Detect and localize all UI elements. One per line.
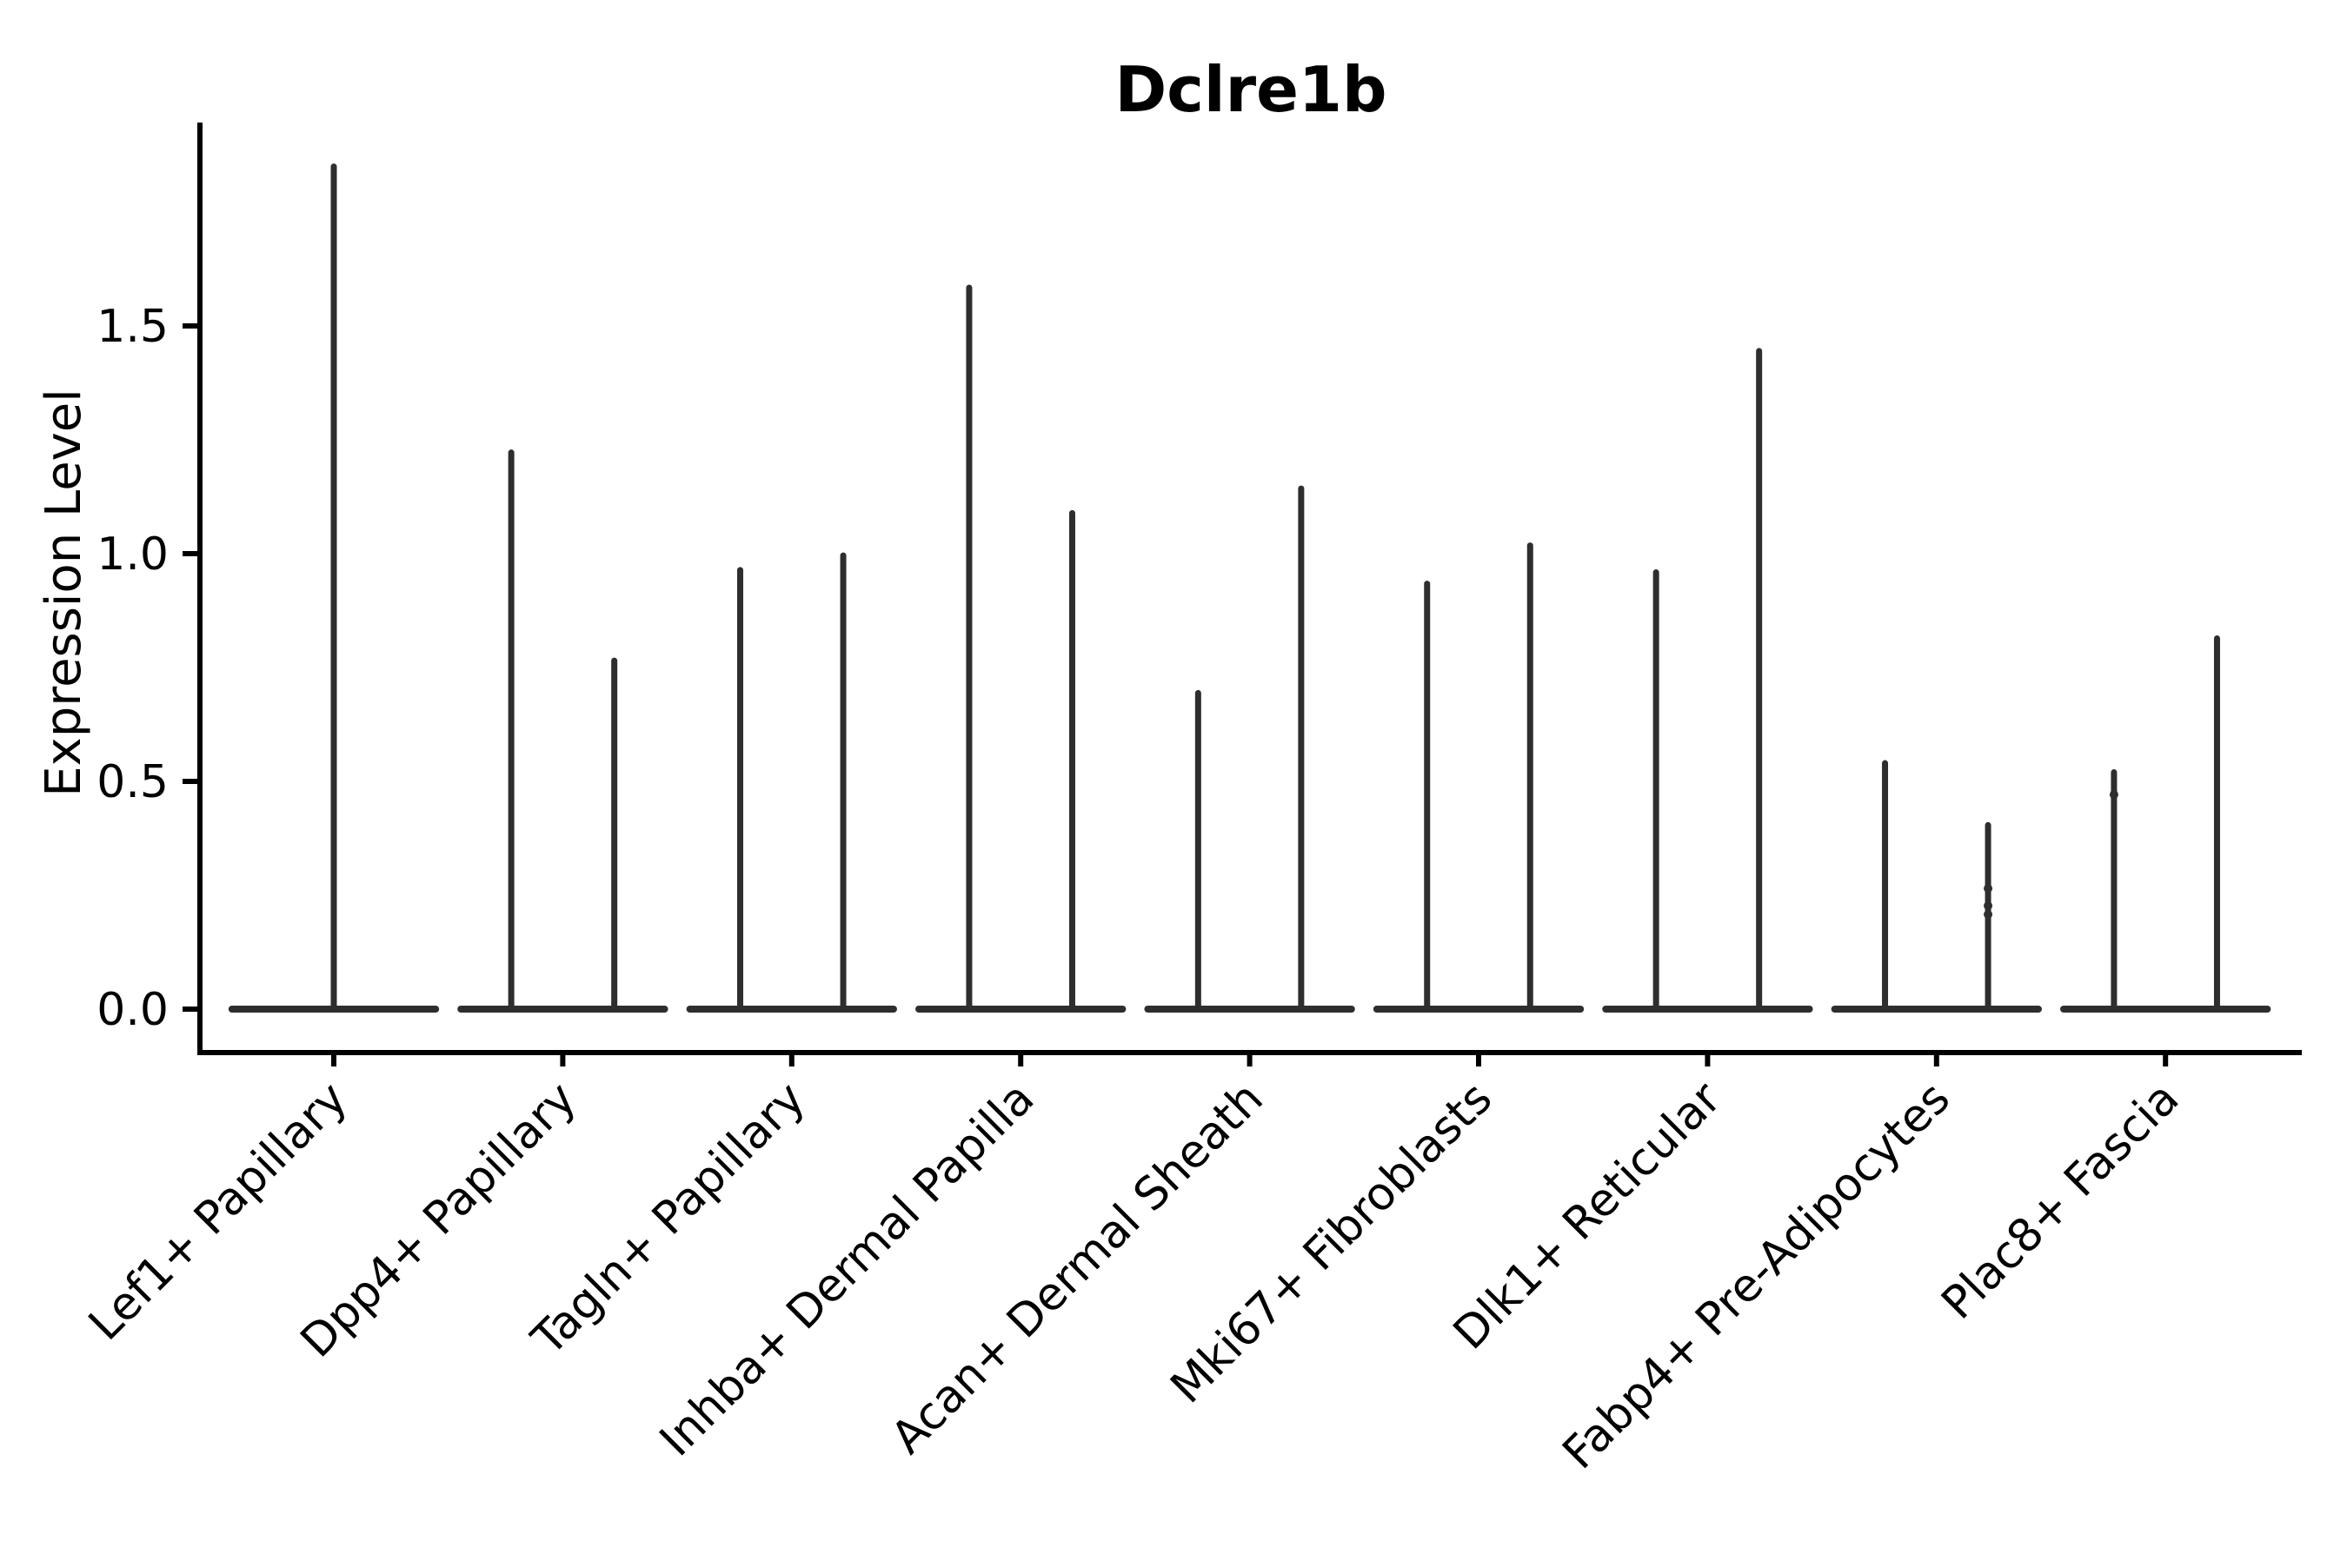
jitter-point [1984, 901, 1993, 911]
violin-base [1831, 1006, 2042, 1013]
x-tick-label: Acan+ Dermal Sheath [881, 1073, 1273, 1465]
axes-layer [183, 123, 2302, 1066]
y-tick-label: 0.0 [96, 984, 169, 1036]
violin-base [686, 1006, 897, 1013]
jitter-point [1984, 910, 1993, 920]
y-axis-label: Expression Level [36, 389, 92, 797]
y-tick-label: 1.5 [96, 301, 169, 353]
violin-base [1373, 1006, 1585, 1013]
jitter-point [2109, 790, 2118, 800]
violin-base [2060, 1006, 2271, 1013]
chart-title: Dclre1b [1114, 53, 1386, 126]
violin-layer [228, 163, 2271, 1013]
violin-base [1144, 1006, 1355, 1013]
x-tick-label: Plac8+ Fascia [1932, 1073, 2190, 1330]
y-tick-label: 1.0 [96, 528, 169, 581]
violin-base [457, 1006, 668, 1013]
x-tick-label: Fabp4+ Pre-Adipocytes [1553, 1073, 1960, 1479]
violin-base [915, 1006, 1127, 1013]
jitter-point [1984, 884, 1993, 894]
x-tick-label: Inhba+ Dermal Papilla [650, 1073, 1044, 1466]
y-tick-label: 0.5 [96, 756, 169, 808]
violin-base [1602, 1006, 1813, 1013]
